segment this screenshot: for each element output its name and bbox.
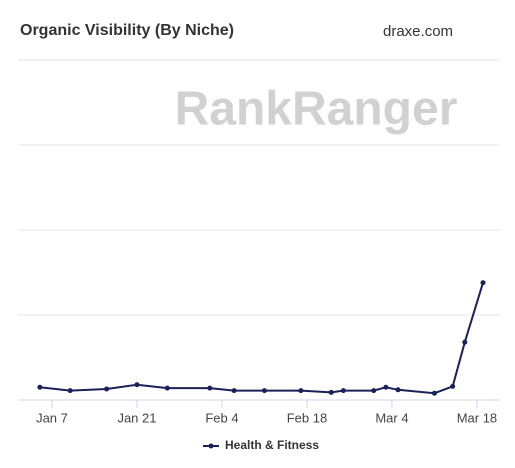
data-point <box>340 388 346 394</box>
data-point <box>450 383 456 389</box>
watermark: RankRanger <box>175 83 458 136</box>
chart-title: Organic Visibility (By Niche) <box>20 22 234 39</box>
x-tick-label: Mar 4 <box>375 410 408 425</box>
data-point <box>298 388 304 394</box>
data-point <box>231 388 237 394</box>
data-point <box>431 390 437 396</box>
data-point <box>261 388 267 394</box>
x-tick-label: Jan 21 <box>117 410 156 425</box>
data-point <box>67 388 73 394</box>
data-point <box>207 385 213 391</box>
data-point <box>371 388 377 394</box>
data-point <box>462 339 468 345</box>
series-line <box>39 282 484 395</box>
legend-marker <box>208 443 214 449</box>
data-point <box>164 385 170 391</box>
chart-subtitle: draxe.com <box>383 23 453 40</box>
x-tick-label: Feb 18 <box>287 410 327 425</box>
data-point <box>104 386 110 392</box>
data-point <box>480 280 486 286</box>
data-point <box>37 384 43 390</box>
data-point <box>328 389 334 395</box>
data-point <box>134 382 140 388</box>
legend-label: Health & Fitness <box>225 438 319 452</box>
data-point <box>383 384 389 390</box>
data-point <box>395 387 401 393</box>
x-tick-label: Feb 4 <box>205 410 238 425</box>
x-tick-label: Jan 7 <box>36 410 68 425</box>
x-tick-label: Mar 18 <box>457 410 497 425</box>
